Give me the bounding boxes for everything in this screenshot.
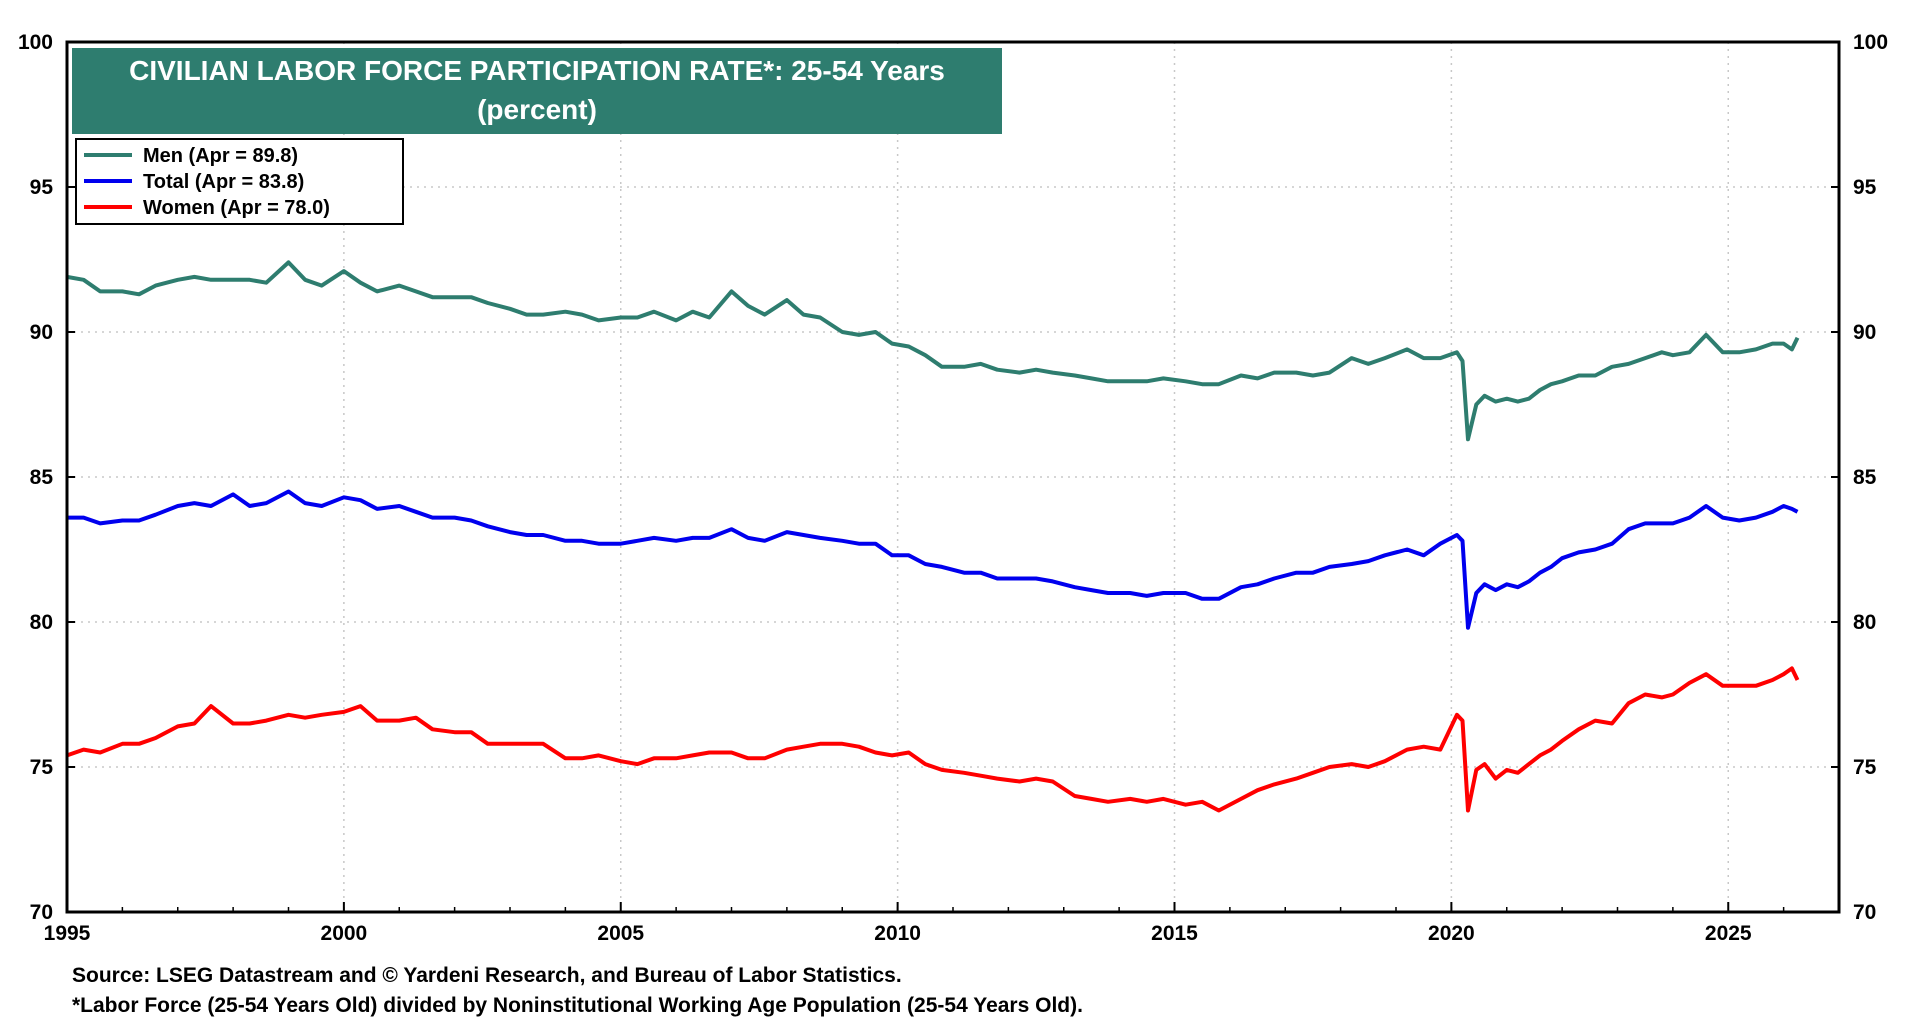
chart-subtitle: (percent): [477, 94, 597, 125]
y-tick-label-left: 85: [30, 466, 54, 489]
y-tick-label-right: 95: [1853, 176, 1877, 199]
title-box: CIVILIAN LABOR FORCE PARTICIPATION RATE*…: [72, 48, 1002, 134]
x-tick-label: 2015: [1151, 922, 1198, 945]
x-tick-label: 2020: [1428, 922, 1475, 945]
y-tick-label-left: 95: [30, 176, 54, 199]
legend: Men (Apr = 89.8) Total (Apr = 83.8) Women …: [75, 138, 404, 225]
y-tick-label-right: 85: [1853, 466, 1877, 489]
x-tick-label: 2010: [874, 922, 921, 945]
y-tick-label-left: 70: [30, 901, 53, 924]
legend-items: Men (Apr = 89.8) Total (Apr = 83.8) Women …: [84, 145, 330, 219]
series-layer: [66, 260, 1800, 813]
footnote-definition: *Labor Force (25-54 Years Old) divided b…: [72, 994, 1083, 1017]
y-tick-label-left: 100: [18, 31, 53, 54]
y-tick-label-left: 90: [30, 321, 53, 344]
series-line-total: [67, 489, 1799, 630]
legend-label: Men (Apr = 89.8): [143, 145, 298, 167]
legend-label: Total (Apr = 83.8): [143, 171, 304, 193]
y-tick-label-right: 75: [1853, 756, 1877, 779]
legend-label: Women (Apr = 78.0): [143, 197, 330, 219]
grid-layer: [67, 42, 1839, 912]
y-tick-label-right: 90: [1853, 321, 1876, 344]
x-tick-label: 2000: [321, 922, 368, 945]
y-tick-label-right: 70: [1853, 901, 1876, 924]
y-tick-label-left: 80: [30, 611, 53, 634]
ticks-layer: 70 70 75 75 80 80 85 85 90 90 95 95 100 100 1995 2000 20…: [18, 31, 1888, 945]
x-tick-label: 2025: [1705, 922, 1752, 945]
footnote-source: Source: LSEG Datastream and © Yardeni Re…: [72, 964, 902, 987]
y-tick-label-right: 100: [1853, 31, 1888, 54]
series-line-women: [66, 666, 1800, 813]
y-tick-label-right: 80: [1853, 611, 1876, 634]
x-tick-label: 2005: [597, 922, 644, 945]
y-tick-label-left: 75: [30, 756, 54, 779]
series-line-men: [66, 260, 1800, 442]
chart-title: CIVILIAN LABOR FORCE PARTICIPATION RATE*…: [129, 55, 945, 86]
title-background: [72, 48, 1002, 134]
x-tick-label: 1995: [44, 922, 91, 945]
